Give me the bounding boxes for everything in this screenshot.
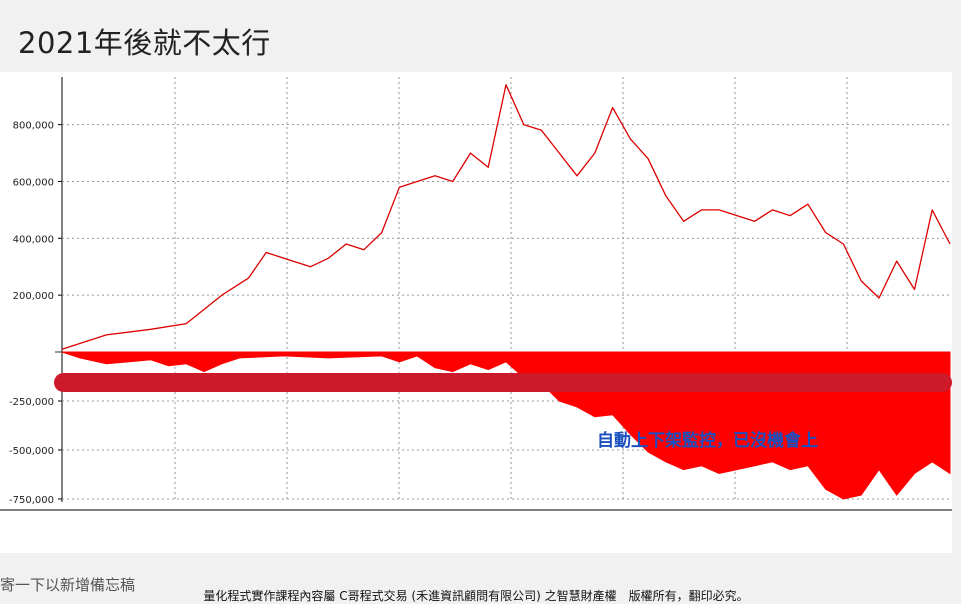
y-tick-label: 400,000 — [13, 234, 54, 245]
y-tick-label: -500,000 — [9, 446, 54, 457]
y-tick-label: 600,000 — [13, 177, 54, 188]
page-title: 2021年後就不太行 — [18, 26, 271, 60]
annotation-text: 自動上下架監控，已沒機會上 — [597, 430, 818, 451]
equity-line — [61, 84, 951, 350]
y-tick-label: -750,000 — [9, 495, 54, 506]
highlight-bar — [54, 373, 952, 392]
copyright-footer: 量化程式實作課程內容屬 C哥程式交易 (禾進資訊顧問有限公司) 之智慧財產權 版… — [203, 589, 749, 603]
y-tick-label: 800,000 — [13, 121, 54, 132]
equity-drawdown-chart: 200,000 400,000 600,000 800,000 -250,000 -500… — [0, 77, 952, 511]
y-tick-labels: 200,000 400,000 600,000 800,000 -250,000 -500… — [9, 121, 54, 506]
chart-panel: 200,000 400,000 600,000 800,000 -250,000 -500… — [0, 72, 952, 603]
y-tick-label: 200,000 — [13, 291, 54, 302]
notes-prompt: 寄一下以新增備忘稿 — [0, 576, 136, 594]
y-tick-label: -250,000 — [9, 397, 54, 408]
